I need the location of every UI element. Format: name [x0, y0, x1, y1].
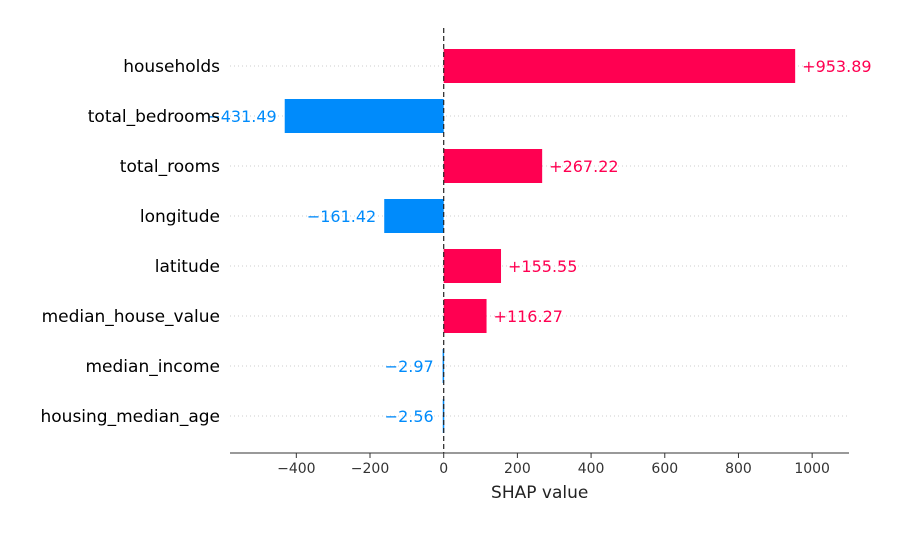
value-label: −2.56: [385, 407, 434, 426]
bars-group: [284, 49, 796, 433]
x-ticks-group: −400 −200 0 200 400 600 800 1000: [277, 453, 830, 477]
x-tick-label: −200: [351, 461, 389, 477]
value-label: +155.55: [508, 257, 577, 276]
x-tick-label: 1000: [794, 461, 830, 477]
x-axis-label: SHAP value: [491, 483, 588, 503]
bar-median-house-value: [443, 299, 487, 333]
x-tick-label: 800: [725, 461, 752, 477]
feature-label: median_income: [86, 357, 221, 377]
feature-label: housing_median_age: [41, 407, 221, 427]
x-tick-label: −400: [277, 461, 315, 477]
value-label: +267.22: [549, 157, 618, 176]
value-label: +116.27: [494, 307, 563, 326]
feature-label: longitude: [140, 207, 220, 227]
bar-total-rooms: [443, 149, 543, 183]
bar-longitude: [384, 199, 444, 233]
x-tick-label: 0: [439, 461, 448, 477]
x-tick-label: 400: [578, 461, 605, 477]
bar-latitude: [443, 249, 502, 283]
feature-labels-group: households total_bedrooms total_roomslongi…: [41, 57, 221, 427]
value-label: −161.42: [307, 207, 376, 226]
feature-label: total_bedrooms: [88, 107, 220, 127]
x-tick-label: 600: [651, 461, 678, 477]
value-label: −431.49: [207, 107, 276, 126]
feature-label: median_house_value: [42, 307, 220, 327]
feature-label: households: [123, 57, 220, 77]
x-tick-label: 200: [504, 461, 531, 477]
value-label: −2.97: [385, 357, 434, 376]
feature-label: total_rooms: [120, 157, 220, 177]
value-label: +953.89: [802, 57, 871, 76]
bar-households: [443, 49, 796, 83]
value-labels-group: +953.89 −431.49 +267.22 −161.42 +155.55 +116.…: [207, 57, 871, 426]
feature-label: latitude: [155, 257, 220, 277]
bar-total-bedrooms: [284, 99, 444, 133]
